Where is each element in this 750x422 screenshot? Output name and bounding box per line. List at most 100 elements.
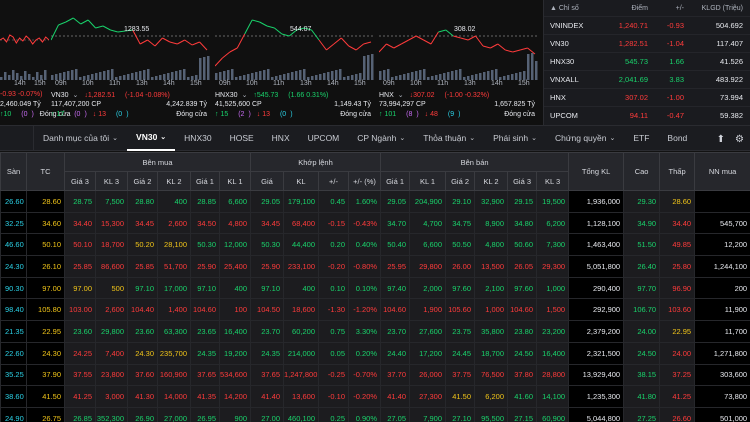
cell[interactable]: 28.60: [26, 190, 65, 213]
cell[interactable]: 23,800: [95, 363, 128, 387]
cell[interactable]: -0.43%: [347, 211, 382, 235]
cell[interactable]: 235,700: [157, 341, 191, 365]
tab-th-a-thu-n[interactable]: Thỏa thuận ⌄: [414, 125, 484, 151]
cell[interactable]: 24.30: [0, 255, 27, 278]
cell[interactable]: 34.40: [64, 211, 96, 235]
cell[interactable]: 28,800: [536, 363, 570, 387]
cell[interactable]: 50.10: [26, 233, 65, 257]
cell[interactable]: 37.80: [507, 363, 538, 387]
cell[interactable]: 24.00: [623, 320, 661, 343]
cell[interactable]: 27.25: [623, 406, 661, 422]
cell[interactable]: 1,000: [474, 298, 509, 322]
sub-col-0[interactable]: Giá 3: [64, 171, 96, 191]
cell[interactable]: 34.45: [250, 211, 284, 235]
cell[interactable]: 16,400: [219, 320, 251, 343]
cell[interactable]: 7,400: [95, 341, 128, 365]
cell[interactable]: 1,900: [409, 298, 447, 322]
cell[interactable]: 534,600: [219, 363, 251, 387]
sub-col-13[interactable]: KL 2: [474, 171, 509, 191]
cell[interactable]: 97.10: [250, 276, 284, 300]
cell[interactable]: 24.40: [380, 341, 411, 365]
cell[interactable]: 16,400: [536, 341, 570, 365]
cell[interactable]: -0.15: [318, 211, 349, 235]
cell[interactable]: 24.90: [0, 406, 27, 422]
cell[interactable]: 2,100: [474, 276, 509, 300]
cell[interactable]: 18,600: [283, 298, 319, 322]
cell[interactable]: 303,600: [694, 363, 750, 387]
cell[interactable]: 25.90: [190, 255, 220, 278]
cell[interactable]: 41.40: [250, 385, 284, 408]
chevron-down-icon[interactable]: ⌄: [241, 92, 248, 99]
cell[interactable]: 105.80: [26, 298, 65, 322]
cell[interactable]: 104.60: [380, 298, 411, 322]
cell[interactable]: 50.60: [507, 233, 538, 257]
cell[interactable]: 6,200: [474, 385, 509, 408]
cell[interactable]: 32.25: [0, 211, 27, 235]
cell[interactable]: 4,800: [219, 211, 251, 235]
index-row[interactable]: VNINDEX 1,240.71 -0.93 504.692: [544, 16, 750, 34]
sub-col-2[interactable]: Giá 2: [127, 171, 158, 191]
cell[interactable]: 23.65: [190, 320, 220, 343]
col-floor[interactable]: Sàn: [0, 152, 27, 191]
cell[interactable]: 214,000: [283, 341, 319, 365]
cell[interactable]: 41.30: [127, 385, 158, 408]
cell[interactable]: 7,900: [409, 406, 447, 422]
cell[interactable]: 26.95: [190, 406, 220, 422]
cell[interactable]: 21.35: [0, 320, 27, 343]
cell[interactable]: 37.65: [250, 363, 284, 387]
cell[interactable]: 352,300: [95, 406, 128, 422]
cell[interactable]: 1,936,000: [568, 190, 625, 213]
cell[interactable]: 60,200: [283, 320, 319, 343]
cell[interactable]: 27.10: [445, 406, 476, 422]
cell[interactable]: 50.20: [127, 233, 158, 257]
cell[interactable]: -1.30: [318, 298, 349, 322]
cell[interactable]: 41.50: [26, 385, 65, 408]
cell[interactable]: 27.15: [507, 406, 538, 422]
cell[interactable]: 41.80: [623, 385, 661, 408]
tab-danh-m-c-c-a-t-i[interactable]: Danh mục của tôi ⌄: [34, 125, 127, 151]
cell[interactable]: 400: [219, 276, 251, 300]
cell[interactable]: 103.00: [64, 298, 96, 322]
cell[interactable]: 18,700: [474, 341, 509, 365]
cell[interactable]: 4,800: [474, 233, 509, 257]
cell[interactable]: 37.25: [659, 363, 696, 387]
cell[interactable]: 73,800: [694, 385, 750, 408]
cell[interactable]: 50.40: [380, 233, 411, 257]
cell[interactable]: 204,900: [409, 190, 447, 213]
cell[interactable]: -1.20%: [347, 298, 382, 322]
cell[interactable]: 50.10: [64, 233, 96, 257]
tab-ph-i-sinh[interactable]: Phái sinh ⌄: [484, 125, 546, 151]
index-row[interactable]: VNXALL 2,041.69 3.83 483.922: [544, 70, 750, 88]
cell[interactable]: 26.10: [26, 255, 65, 278]
cell[interactable]: 5,044,800: [568, 406, 625, 422]
cell[interactable]: 63,300: [157, 320, 191, 343]
cell[interactable]: 11,900: [694, 298, 750, 322]
cell[interactable]: 34.90: [623, 211, 661, 235]
cell[interactable]: 24.00: [659, 341, 696, 365]
cell[interactable]: 105.60: [445, 298, 476, 322]
cell[interactable]: 13,500: [474, 255, 509, 278]
sub-col-7[interactable]: KL: [283, 171, 319, 191]
cell[interactable]: 41.60: [507, 385, 538, 408]
cell[interactable]: 1,271,800: [694, 341, 750, 365]
cell[interactable]: 160,900: [157, 363, 191, 387]
sub-col-14[interactable]: Giá 3: [507, 171, 538, 191]
cell[interactable]: 6,600: [409, 233, 447, 257]
cell[interactable]: 24.30: [26, 341, 65, 365]
cell[interactable]: 29.05: [380, 190, 411, 213]
cell[interactable]: 1,244,100: [694, 255, 750, 278]
cell[interactable]: 49.85: [659, 233, 696, 257]
cell[interactable]: 34.75: [445, 211, 476, 235]
table-row[interactable]: 38.60 41.50 41.25 3,000 41.30 14,000 41.35 14,2…: [0, 385, 750, 408]
cell[interactable]: 51,700: [157, 255, 191, 278]
cell[interactable]: 18,700: [95, 233, 128, 257]
cell[interactable]: 17,200: [409, 341, 447, 365]
cell[interactable]: 98.40: [0, 298, 27, 322]
cell[interactable]: 34.70: [380, 211, 411, 235]
cell[interactable]: 4,700: [409, 211, 447, 235]
cell[interactable]: 6,200: [536, 211, 570, 235]
cell[interactable]: 26.40: [623, 255, 661, 278]
cell[interactable]: 23.70: [380, 320, 411, 343]
tab-ch-ng-quy-n[interactable]: Chứng quyền ⌄: [546, 125, 624, 151]
cell[interactable]: 26.85: [64, 406, 96, 422]
